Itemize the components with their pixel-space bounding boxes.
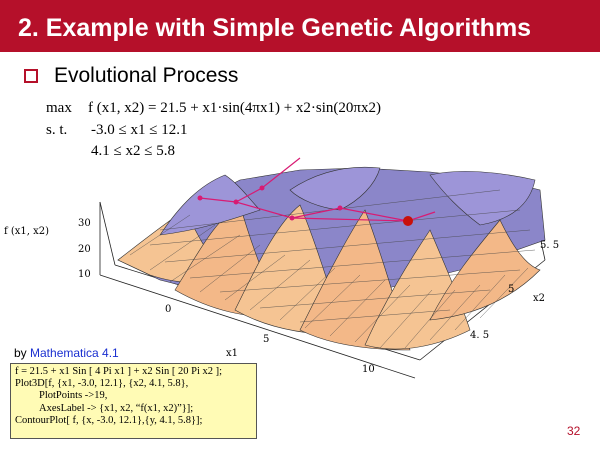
code-line: AxesLabel -> {x1, x2, “f(x1, x2)”}]; <box>39 402 194 414</box>
objective-function: f (x1, x2) = 21.5 + x1·sin(4πx1) + x2·si… <box>88 100 381 116</box>
square-bullet-icon <box>24 69 38 83</box>
path-point <box>233 199 239 205</box>
max-label: max <box>46 100 72 116</box>
code-line: ContourPlot[ f, {x, -3.0, 12.1},{y, 4.1,… <box>15 414 203 426</box>
y-tick: 4. 5 <box>470 330 489 341</box>
x-axis-label: x1 <box>226 348 238 359</box>
best-point <box>403 216 413 226</box>
credit-prefix: by <box>14 346 31 360</box>
surface-plot: f (x1, x2) 30 20 10 0 5 10 x1 5. 5 5 4. … <box>0 150 600 380</box>
path-point <box>259 185 265 191</box>
subject-to-label: s. t. <box>46 122 68 138</box>
surface-mesh <box>117 166 546 351</box>
peak-lavender-2 <box>289 166 381 211</box>
slide-title: 2. Example with Simple Genetic Algorithm… <box>18 14 532 42</box>
y-axis-label: x2 <box>533 293 545 304</box>
z-axis-label: f (x1, x2) <box>4 226 49 237</box>
code-box: f = 21.5 + x1 Sin [ 4 Pi x1 ] + x2 Sin [… <box>10 363 257 439</box>
code-line: f = 21.5 + x1 Sin [ 4 Pi x1 ] + x2 Sin [… <box>15 366 223 377</box>
x-tick: 0 <box>165 304 171 315</box>
page-number: 32 <box>567 424 581 438</box>
ridge-6 <box>429 219 541 321</box>
credit-tool: Mathematica 4.1 <box>30 346 119 360</box>
ga-path <box>197 157 436 226</box>
peak-lavender-3 <box>429 171 536 226</box>
peak-lavender-1 <box>159 174 261 236</box>
bullet-heading: Evolutional Process <box>54 64 239 87</box>
path-point <box>197 195 203 201</box>
y-tick: 5 <box>508 284 514 295</box>
constraint-x2: 4.1 ≤ x2 ≤ 5.8 <box>91 143 175 159</box>
title-bar: 2. Example with Simple Genetic Algorithm… <box>0 0 600 52</box>
credit-line: by Mathematica 4.1 <box>14 346 119 360</box>
surface-plot-svg: f (x1, x2) 30 20 10 0 5 10 x1 5. 5 5 4. … <box>4 157 559 379</box>
z-tick: 20 <box>78 244 91 255</box>
ridge-5 <box>364 229 471 350</box>
z-tick: 30 <box>78 218 91 229</box>
code-line: PlotPoints ->19, <box>39 390 108 402</box>
x-tick: 10 <box>362 364 375 375</box>
y-tick: 5. 5 <box>540 240 559 251</box>
code-line: Plot3D[f, {x1, -3.0, 12.1}, {x2, 4.1, 5.… <box>15 378 189 390</box>
constraint-x1: -3.0 ≤ x1 ≤ 12.1 <box>91 122 188 138</box>
x-tick: 5 <box>263 334 269 345</box>
z-tick: 10 <box>78 269 91 280</box>
path-point <box>289 215 295 221</box>
path-point <box>337 205 343 211</box>
